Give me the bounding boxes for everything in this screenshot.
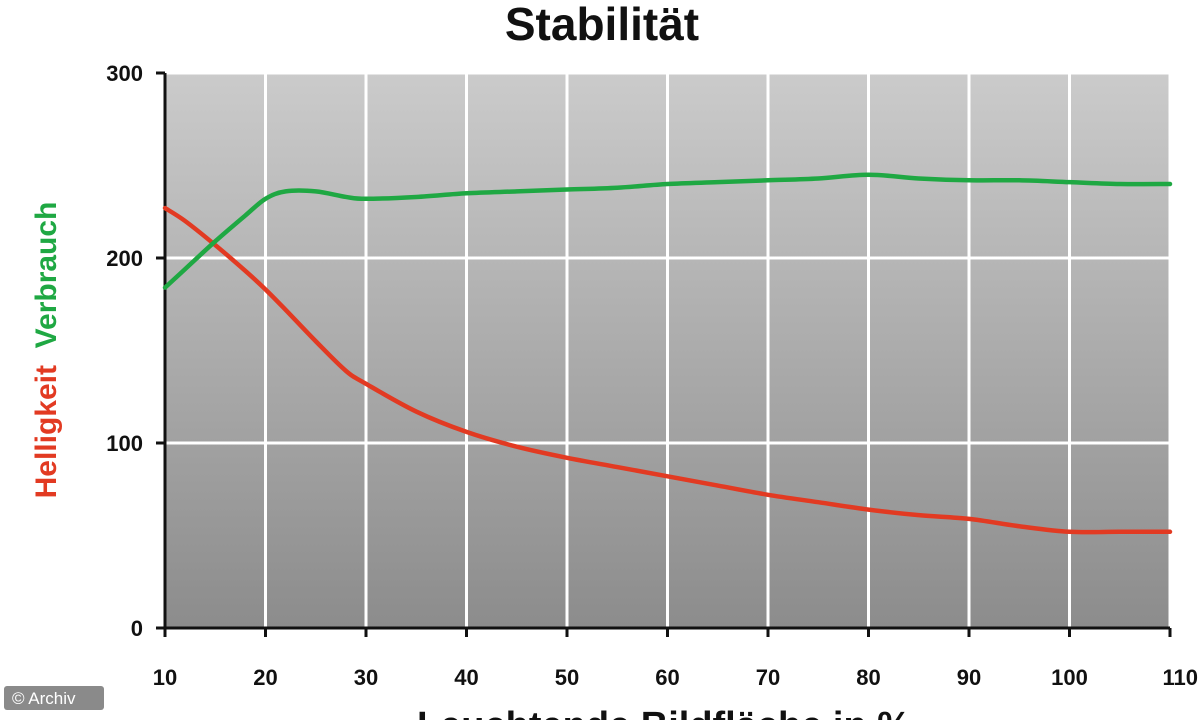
chart-title: Stabilität: [505, 0, 699, 50]
x-tick-label: 100: [1051, 665, 1088, 690]
series-line-helligkeit: [162, 205, 1173, 535]
series-lines: [162, 172, 1173, 535]
y-axis-label: Helligkeit Verbrauch: [30, 202, 63, 499]
y-tick-label: 300: [106, 61, 143, 86]
x-tick-labels: 10 20 30 40 50 60 70 80 90 100 110: [153, 665, 1198, 690]
y-tick-labels: 0 100 200 300: [106, 61, 143, 641]
x-tick-label: 60: [655, 665, 679, 690]
series-line-verbrauch: [162, 172, 1173, 290]
axes: [156, 71, 1172, 637]
grid-lines: [165, 71, 1172, 628]
y-tick-label: 200: [106, 246, 143, 271]
credit-text: © Archiv: [12, 689, 76, 708]
x-tick-label: 30: [354, 665, 378, 690]
y-tick-label: 100: [106, 431, 143, 456]
x-tick-label: 50: [555, 665, 579, 690]
x-tick-label: 80: [856, 665, 880, 690]
x-axis-label: Leuchtende Bildfläche in %: [417, 705, 911, 720]
x-tick-label: 90: [957, 665, 981, 690]
y-label-part-1: Verbrauch: [30, 202, 63, 365]
credit-badge: © Archiv: [4, 686, 104, 710]
x-tick-label: 40: [454, 665, 478, 690]
x-tick-label: 70: [756, 665, 780, 690]
x-tick-label: 10: [153, 665, 177, 690]
y-tick-label: 0: [131, 616, 143, 641]
x-tick-label: 20: [253, 665, 277, 690]
x-tick-label: 110: [1163, 665, 1199, 690]
y-label-part-0: Helligkeit: [30, 365, 63, 498]
